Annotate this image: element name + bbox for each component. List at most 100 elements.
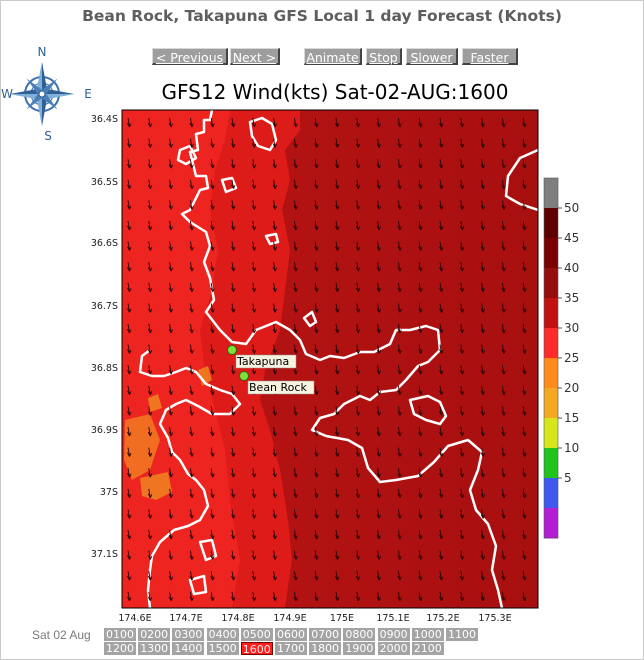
wind-arrow [439,571,444,581]
time-option-0600[interactable]: 0600 [275,628,307,641]
wind-arrow [335,365,340,375]
wind-arrow [147,303,153,313]
slower-button[interactable]: Slower [406,48,458,65]
wind-arrow [251,303,257,313]
time-option-1000[interactable]: 1000 [411,628,444,641]
location-marker-takapuna[interactable] [227,345,237,355]
wind-arrow [480,529,486,540]
stop-button[interactable]: Stop [366,48,402,65]
wind-arrow [355,241,361,251]
time-option-1200[interactable]: 1200 [104,642,136,655]
wind-arrow [231,488,236,499]
time-option-1400[interactable]: 1400 [172,642,205,655]
wind-arrow [168,571,174,581]
wind-arrow [459,591,465,602]
wind-arrow [418,138,423,148]
wind-arrow [127,323,132,334]
wind-arrow [293,447,298,457]
previous-button[interactable]: < Previous [152,48,228,65]
time-option-0900[interactable]: 0900 [377,628,410,641]
wind-arrow [376,344,382,354]
time-option-2100[interactable]: 2100 [411,642,444,655]
wind-arrow [376,529,382,540]
time-option-1100[interactable]: 1100 [446,628,478,641]
wind-arrow [314,447,319,457]
wind-arrow [522,468,527,478]
wind-arrow [418,159,423,169]
wind-arrow [480,117,486,128]
lon-label-174-6: 174.6E [118,613,151,624]
wind-arrow [397,509,402,519]
wind-arrow [501,447,506,457]
wind-arrow [522,220,527,231]
time-option-0500[interactable]: 0500 [240,628,273,641]
location-label-bg [247,380,315,395]
time-option-2000[interactable]: 2000 [377,642,410,655]
wind-arrow [314,426,319,437]
wind-arrow [480,426,486,437]
wind-arrow [418,365,423,375]
time-option-1900[interactable]: 1900 [343,642,376,655]
wind-arrow [522,509,527,519]
time-option-0300[interactable]: 0300 [172,628,205,641]
time-option-1600[interactable]: 1600 [240,642,273,656]
faster-button[interactable]: Faster [462,48,518,65]
time-option-1800[interactable]: 1800 [309,642,342,655]
lat-label-36-5: 36.5S [91,177,118,188]
wind-arrow [439,323,444,334]
wind-arrow [376,571,382,581]
wind-arrow [459,447,465,457]
wind-arrow [293,220,298,231]
wind-arrow [397,303,402,313]
time-option-1700[interactable]: 1700 [275,642,307,655]
time-option-0800[interactable]: 0800 [343,628,376,641]
time-option-1500[interactable]: 1500 [206,642,239,655]
wind-arrow [127,550,132,560]
wind-arrow [355,591,361,602]
wind-arrow [189,303,194,313]
wind-arrow [210,385,215,396]
wind-arrow [168,529,174,540]
wind-arrow [293,550,298,560]
wind-arrow [168,468,174,478]
wind-arrow [522,200,527,210]
wind-arrow [272,179,278,190]
wind-arrow [501,509,506,519]
wind-arrow [251,509,257,519]
wind-arrow [231,282,236,293]
wind-arrow [189,200,194,210]
location-takapuna[interactable]: Takapuna [227,345,297,369]
wind-arrow [459,241,465,251]
next-button[interactable]: Next > [230,48,280,65]
legend-tick-label: 45 [564,231,579,245]
wind-arrow [480,365,486,375]
wind-arrow [189,571,194,581]
wind-arrow [231,200,236,210]
location-marker-bean-rock[interactable] [239,371,249,381]
wind-arrow [418,262,423,272]
wind-arrow [522,344,527,354]
time-option-0100[interactable]: 0100 [104,628,136,641]
time-option-0400[interactable]: 0400 [206,628,239,641]
wind-arrow [335,323,340,334]
wind-arrow [168,488,174,499]
wind-arrow [189,138,194,148]
wind-arrow [397,282,402,293]
time-option-0200[interactable]: 0200 [138,628,171,641]
time-option-0700[interactable]: 0700 [309,628,342,641]
wind-arrow [231,550,236,560]
wind-arrow [210,159,215,169]
wind-arrow [459,159,465,169]
wind-arrow [147,488,153,499]
wind-arrow [397,200,402,210]
location-bean-rock[interactable]: Bean Rock [239,371,315,395]
wind-arrow [189,488,194,499]
wind-arrow [439,591,444,602]
wind-arrow [127,220,132,231]
animate-button[interactable]: Animate [304,48,362,65]
wind-arrow [210,323,215,334]
wind-arrow [293,117,298,128]
wind-arrow [314,220,319,231]
wind-arrow [522,488,527,499]
time-option-1300[interactable]: 1300 [138,642,171,655]
